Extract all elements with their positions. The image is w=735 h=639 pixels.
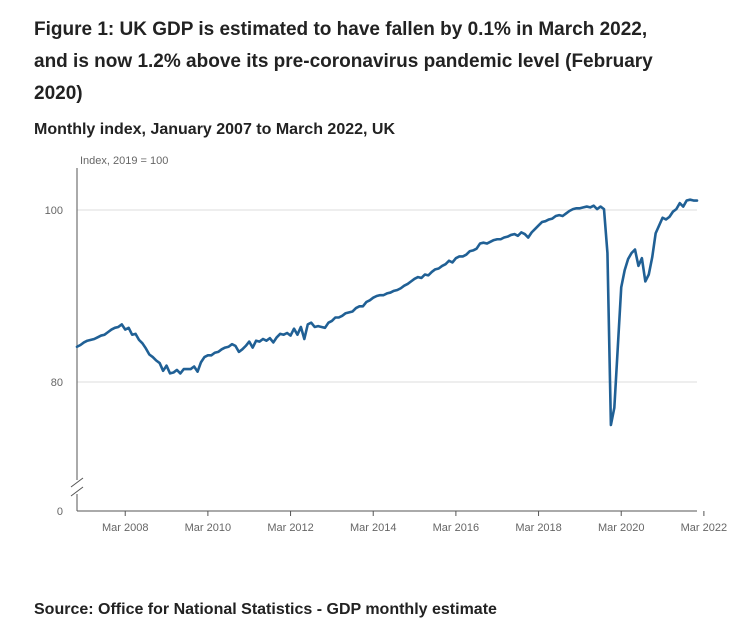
axes <box>70 168 705 516</box>
y-tick-label-80: 80 <box>51 377 63 389</box>
x-tick-label-4: Mar 2016 <box>433 522 479 534</box>
x-tick-label-7: Mar 2022 <box>681 522 727 534</box>
axis-break-mark-upper <box>70 477 84 488</box>
y-axis-label: Index, 2019 = 100 <box>80 155 168 167</box>
series <box>75 198 699 427</box>
x-tick-label-5: Mar 2018 <box>515 522 561 534</box>
axis-break-mark-lower <box>70 486 84 497</box>
x-tick-label-6: Mar 2020 <box>598 522 644 534</box>
line-chart: 0 80 100 Mar 2008 Mar 2010 Mar 2012 Mar 2014 Ma… <box>45 155 727 534</box>
x-tick-label-1: Mar 2010 <box>185 522 231 534</box>
x-tick-label-3: Mar 2014 <box>350 522 396 534</box>
tick-labels: 0 80 100 Mar 2008 Mar 2010 Mar 2012 Mar 2014 Ma… <box>45 205 727 534</box>
y-tick-label-100: 100 <box>45 205 63 217</box>
gridlines <box>77 209 697 383</box>
source-note: Source: Office for National Statistics -… <box>34 601 497 618</box>
chart-title: Figure 1: UK GDP is estimated to have fa… <box>34 19 653 104</box>
chart-subtitle: Monthly index, January 2007 to March 202… <box>34 121 396 138</box>
series-line-gdp-index <box>75 198 699 427</box>
x-tick-label-2: Mar 2012 <box>267 522 313 534</box>
y-tick-label-0: 0 <box>57 506 63 518</box>
x-tick-label-0: Mar 2008 <box>102 522 148 534</box>
